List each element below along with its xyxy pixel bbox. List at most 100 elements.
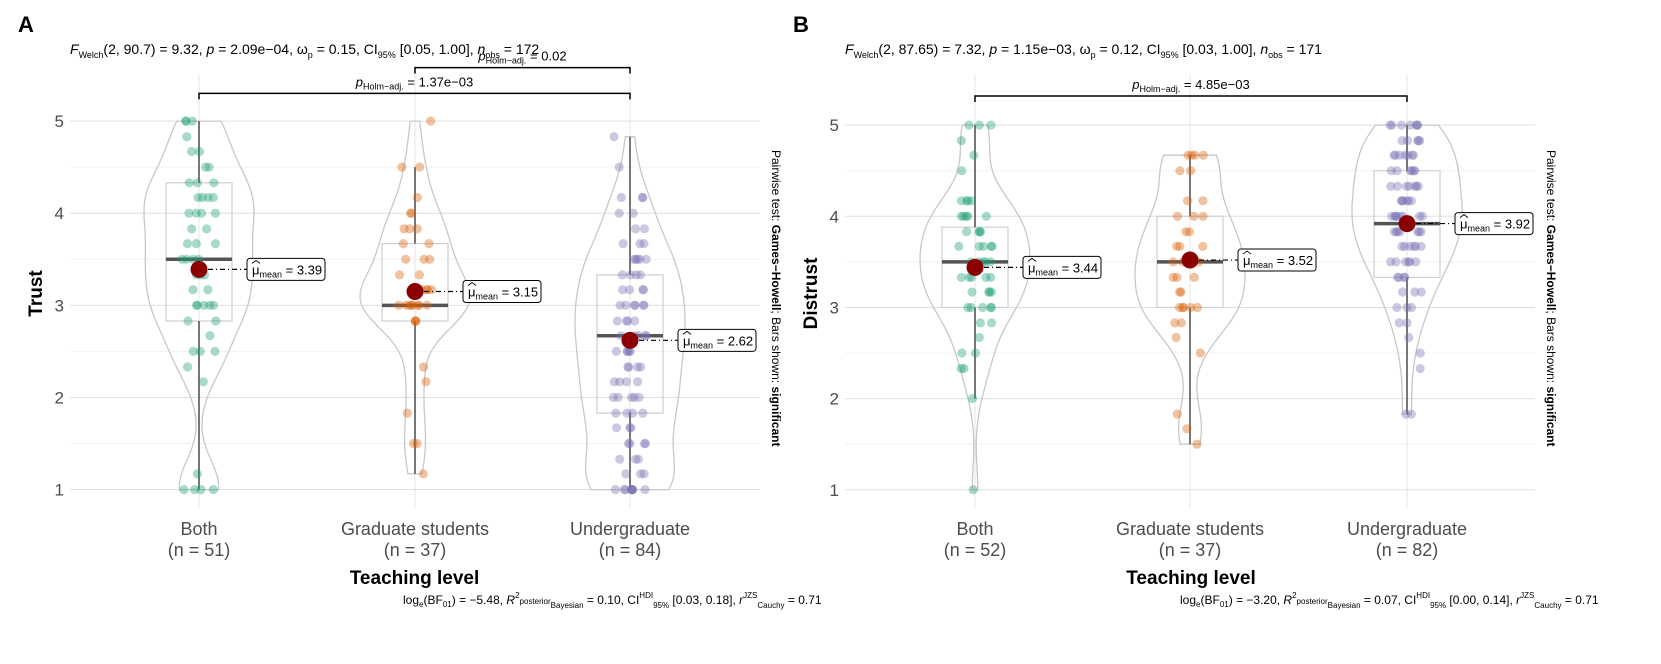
comparison-bar [974, 95, 1408, 102]
data-point [418, 469, 428, 479]
comparison-label: pHolm−adj. = 4.85e−03 [1131, 77, 1249, 94]
note-method: Games−Howell [1544, 225, 1558, 311]
data-point [208, 192, 218, 203]
data-point [630, 316, 640, 326]
data-point [968, 485, 978, 495]
group-2: μmean = 3.92 [1351, 120, 1534, 419]
data-point [987, 318, 997, 328]
data-point [408, 438, 419, 449]
data-point [639, 300, 649, 310]
data-point [182, 254, 192, 264]
data-point [621, 316, 632, 326]
mean-label: μmean = 2.62 [683, 333, 753, 350]
mean-point [1398, 215, 1416, 233]
mean-symbol: μ [252, 262, 260, 277]
data-point [412, 224, 422, 234]
group-1: μmean = 3.15 [359, 116, 542, 479]
data-point [975, 318, 986, 328]
x-tick-label: Graduate students [1116, 519, 1264, 539]
data-point [635, 239, 645, 249]
data-point [1176, 318, 1186, 328]
data-point [986, 302, 996, 313]
data-point [966, 302, 976, 313]
p-symbol: p [988, 41, 997, 57]
data-point [407, 300, 417, 310]
data-point [1181, 227, 1191, 237]
data-point [203, 285, 213, 295]
x-tick-label: Undergraduate [570, 519, 690, 539]
data-point [1393, 227, 1403, 237]
data-point [412, 438, 422, 449]
data-point [623, 316, 633, 326]
data-point [1410, 166, 1420, 176]
panel-letter: A [18, 12, 34, 37]
data-point [1184, 227, 1194, 237]
data-point [414, 270, 424, 280]
data-point [1175, 166, 1185, 176]
data-point [636, 362, 646, 372]
data-point [1413, 227, 1423, 237]
data-point [1389, 150, 1399, 160]
data-point [978, 241, 989, 251]
foot-text: [0.03, 0.18], [669, 593, 739, 607]
p-subscript: Holm−adj. [363, 81, 404, 91]
data-point [399, 224, 409, 234]
data-point [962, 227, 972, 237]
data-point [961, 211, 972, 221]
comparison-label: pHolm−adj. = 0.02 [477, 49, 566, 66]
data-point [183, 362, 193, 372]
data-point [962, 196, 973, 206]
data-point [1391, 227, 1402, 237]
violin [1134, 154, 1246, 445]
data-point [1175, 241, 1185, 251]
data-point [1189, 272, 1199, 282]
y-tick-label: 1 [55, 481, 64, 500]
data-point [1416, 241, 1426, 251]
data-point [956, 272, 967, 282]
data-point [414, 300, 424, 310]
data-point [969, 150, 979, 160]
data-point [1413, 120, 1423, 130]
violin [143, 120, 255, 491]
data-point [188, 285, 198, 295]
x-tick-count: (n = 82) [1376, 540, 1439, 560]
r-symbol: R [506, 593, 515, 607]
data-point [1386, 257, 1396, 267]
data-point [1172, 211, 1183, 221]
data-point [974, 120, 984, 130]
data-point [621, 300, 631, 310]
data-point [958, 211, 969, 221]
data-point [638, 285, 648, 295]
data-point [986, 287, 997, 297]
data-point [621, 469, 631, 479]
data-point [1406, 409, 1416, 419]
data-point [203, 192, 213, 203]
ci-subscript: 95% [1161, 50, 1179, 60]
mean-subscript: mean [260, 269, 283, 279]
data-point [1411, 257, 1421, 267]
data-point [640, 438, 651, 449]
data-point [626, 392, 637, 402]
data-point [639, 239, 649, 249]
data-point [194, 146, 205, 157]
mean-symbol: μ [1028, 260, 1036, 275]
y-tick-label: 2 [55, 388, 64, 407]
y-tick-label: 1 [830, 481, 839, 500]
foot-text: [0.00, 0.14], [1446, 593, 1516, 607]
data-point [182, 239, 193, 249]
data-point [630, 300, 640, 310]
data-point [615, 454, 625, 464]
x-tick-count: (n = 52) [944, 540, 1007, 560]
data-point [1400, 150, 1410, 160]
mean-symbol: μ [468, 285, 476, 300]
x-axis-title: Teaching level [350, 568, 480, 589]
rc-symbol: r [1516, 593, 1521, 607]
foot-text: = 0.07, CI [1361, 593, 1417, 607]
mean-subscript: mean [476, 292, 499, 302]
data-point [1385, 120, 1395, 130]
data-point [181, 116, 191, 126]
data-point [1172, 241, 1182, 251]
data-point [1178, 302, 1188, 313]
foot-text: ) = −5.48, [452, 593, 507, 607]
p-value: = 1.37e−03 [404, 74, 473, 89]
